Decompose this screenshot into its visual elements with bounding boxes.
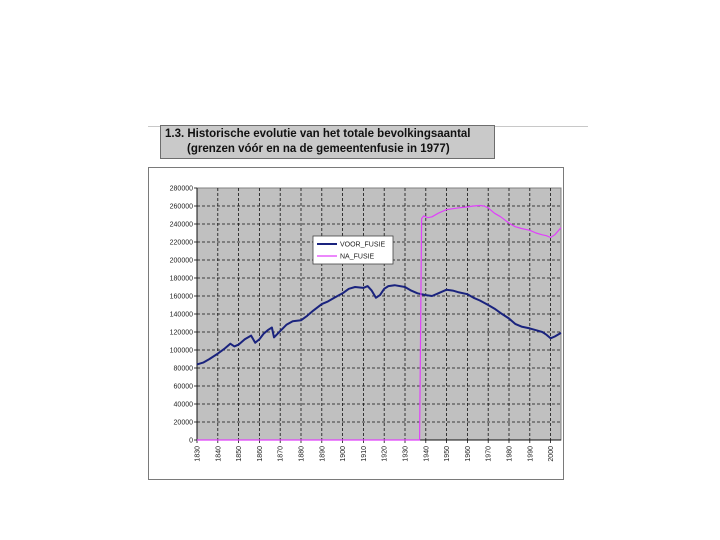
x-tick-label: 1830 bbox=[195, 446, 202, 462]
slide-title: 1.3. Historische evolutie van het totale… bbox=[160, 125, 495, 159]
y-tick-label: 180000 bbox=[170, 276, 193, 283]
y-tick-label: 100000 bbox=[170, 348, 193, 355]
series-line-na-fusie bbox=[197, 204, 562, 441]
x-tick-label: 1920 bbox=[382, 446, 389, 462]
y-tick-label: 40000 bbox=[174, 402, 194, 409]
legend-label: NA_FUSIE bbox=[340, 254, 375, 261]
chart-area: 0 20000 40000 60000 80000 100000 120000 140000 1… bbox=[148, 167, 564, 480]
x-tick-label: 1850 bbox=[236, 446, 243, 462]
x-tick-label: 1970 bbox=[486, 446, 493, 462]
x-tick-label: 1890 bbox=[319, 446, 326, 462]
population-chart: 0 20000 40000 60000 80000 100000 120000 140000 1… bbox=[170, 186, 562, 462]
legend-label: VOOR_FUSIE bbox=[340, 242, 385, 249]
x-tick-label: 1900 bbox=[340, 446, 347, 462]
y-tick-label: 0 bbox=[189, 438, 193, 445]
legend-box bbox=[312, 235, 394, 265]
series-line-voor-fusie bbox=[196, 284, 562, 366]
x-tick-label: 1910 bbox=[361, 446, 368, 462]
x-tick-label: 1880 bbox=[299, 446, 306, 462]
x-tick-label: 2000 bbox=[548, 446, 555, 462]
y-tick-label: 200000 bbox=[170, 258, 193, 265]
y-tick-label: 220000 bbox=[170, 240, 193, 247]
y-tick-label: 240000 bbox=[170, 222, 193, 229]
x-tick-label: 1930 bbox=[403, 446, 410, 462]
x-tick-label: 1950 bbox=[444, 446, 451, 462]
title-line-1: 1.3. Historische evolutie van het totale… bbox=[165, 128, 471, 140]
y-tick-label: 120000 bbox=[170, 330, 193, 337]
y-tick-label: 20000 bbox=[174, 420, 194, 427]
x-tick-label: 1990 bbox=[527, 446, 534, 462]
y-tick-label: 80000 bbox=[174, 366, 194, 373]
x-tick-label: 1980 bbox=[507, 446, 514, 462]
x-tick-label: 1960 bbox=[465, 446, 472, 462]
y-tick-label: 160000 bbox=[170, 294, 193, 301]
x-tick-label: 1860 bbox=[257, 446, 264, 462]
x-tick-label: 1870 bbox=[278, 446, 285, 462]
y-tick-label: 60000 bbox=[174, 384, 194, 391]
y-tick-label: 140000 bbox=[170, 312, 193, 319]
y-tick-label: 280000 bbox=[170, 186, 193, 193]
title-line-2: (grenzen vóór en na de gemeentenfusie in… bbox=[187, 143, 450, 155]
x-tick-label: 1840 bbox=[215, 446, 222, 462]
y-tick-label: 260000 bbox=[170, 204, 193, 211]
x-tick-label: 1940 bbox=[423, 446, 430, 462]
